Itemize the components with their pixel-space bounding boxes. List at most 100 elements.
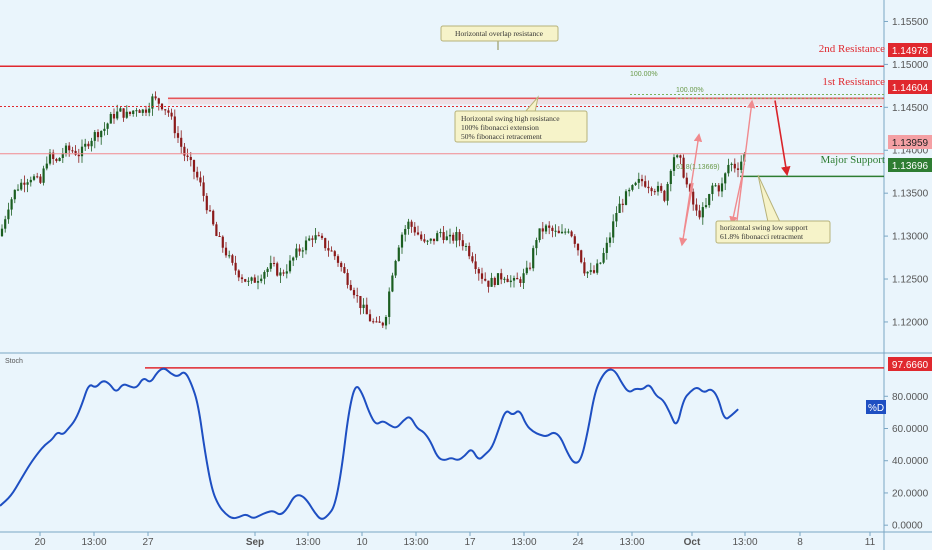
candle-body xyxy=(109,113,112,124)
annotation-line: 100% fibonacci extension xyxy=(461,123,539,132)
candle-body xyxy=(701,207,704,218)
candle-body xyxy=(45,163,48,169)
candle-body xyxy=(567,231,570,233)
arrow-measure-down xyxy=(679,182,694,247)
resistance-zone xyxy=(168,98,884,105)
candle-body xyxy=(36,176,39,178)
candle-body xyxy=(106,123,109,129)
candle-body xyxy=(71,150,74,152)
candle-body xyxy=(682,157,685,178)
candle-body xyxy=(154,96,157,99)
candle-body xyxy=(260,278,263,282)
candle-body xyxy=(448,234,452,237)
x-tick-label: 13:00 xyxy=(295,537,320,548)
stoch-tick-label: 80.0000 xyxy=(892,392,929,403)
axes: 1.15500 1.15000 1.14500 1.14000 1.13500 1.130… xyxy=(34,17,928,548)
candle-body xyxy=(346,272,349,285)
candle-body xyxy=(464,245,468,247)
candle-body xyxy=(183,146,186,156)
annotation-swing-high: Horizontal swing high resistance 100% fib… xyxy=(454,95,588,143)
candle-body xyxy=(580,250,583,263)
y-tick-label: 1.15500 xyxy=(892,17,929,28)
candle-body xyxy=(340,262,343,268)
label-2nd-resistance: 2nd Resistance xyxy=(819,43,885,55)
candle-body xyxy=(298,248,301,252)
candle-body xyxy=(560,231,564,234)
candle-body xyxy=(461,240,464,247)
candle-body xyxy=(381,322,384,326)
candle-body xyxy=(4,219,7,229)
y-tick-label: 1.15000 xyxy=(892,60,929,71)
candle-body xyxy=(100,130,103,138)
candle-body xyxy=(212,210,215,225)
candle-body xyxy=(55,158,58,162)
candle-body xyxy=(666,184,669,201)
candle-body xyxy=(269,262,272,269)
candle-body xyxy=(660,185,663,191)
candle-body xyxy=(500,273,503,280)
candle-body xyxy=(141,109,144,113)
price-tag-2nd-value: 1.14978 xyxy=(892,46,929,57)
candle-body xyxy=(621,203,624,205)
candle-body xyxy=(202,182,205,196)
candle-body xyxy=(228,255,231,257)
candle-body xyxy=(58,157,61,162)
annotation-box xyxy=(440,25,559,42)
y-tick-label: 1.12000 xyxy=(892,317,929,328)
stoch-series-tag: %D xyxy=(866,400,886,414)
candle-body xyxy=(288,260,292,272)
candle-body xyxy=(64,145,68,154)
candle-body xyxy=(308,238,311,241)
candle-body xyxy=(276,263,279,276)
annotation-line: horizontal swing low support xyxy=(720,223,809,232)
candle-body xyxy=(256,281,260,283)
candle-body xyxy=(394,260,397,276)
candle-body xyxy=(397,247,400,261)
candle-body xyxy=(554,230,557,232)
candle-body xyxy=(282,272,285,274)
candle-body xyxy=(336,256,340,263)
annotation-swing-low-text: horizontal swing low support 61.8% fibona… xyxy=(720,223,809,241)
candle-body xyxy=(423,239,426,242)
candle-body xyxy=(224,247,228,256)
candle-body xyxy=(426,240,429,242)
candle-body xyxy=(112,113,116,119)
candle-body xyxy=(388,291,391,317)
stoch-tick-label: 60.0000 xyxy=(892,424,929,435)
candle-body xyxy=(733,163,736,169)
candle-body xyxy=(205,195,208,211)
candle-body xyxy=(429,238,432,241)
candle-body xyxy=(455,232,458,241)
candle-body xyxy=(624,191,628,205)
level-lines xyxy=(0,65,884,247)
candle-body xyxy=(116,111,119,119)
candle-body xyxy=(317,235,320,237)
candle-body xyxy=(736,168,740,170)
price-tag-bg xyxy=(888,43,932,57)
candle-body xyxy=(436,233,439,242)
candle-body xyxy=(608,237,612,243)
candle-body xyxy=(333,251,336,257)
candle-body xyxy=(615,213,618,222)
candle-body xyxy=(93,132,96,141)
stoch-level-value: 97.6660 xyxy=(892,360,929,371)
x-tick-label: 8 xyxy=(797,537,803,548)
candle-body xyxy=(327,248,330,251)
candle-body xyxy=(506,278,509,283)
candle-body xyxy=(509,280,512,283)
candle-body xyxy=(391,275,394,292)
candle-body xyxy=(647,186,650,189)
stoch-tag-bg xyxy=(888,357,932,371)
candle-body xyxy=(516,277,519,280)
candle-body xyxy=(605,242,608,253)
candle-body xyxy=(119,108,122,112)
annotation-box xyxy=(454,110,588,143)
candle-body xyxy=(272,262,276,264)
candle-body xyxy=(413,226,416,233)
candle-body xyxy=(84,143,87,147)
candle-body xyxy=(176,133,180,138)
candle-body xyxy=(42,168,45,183)
